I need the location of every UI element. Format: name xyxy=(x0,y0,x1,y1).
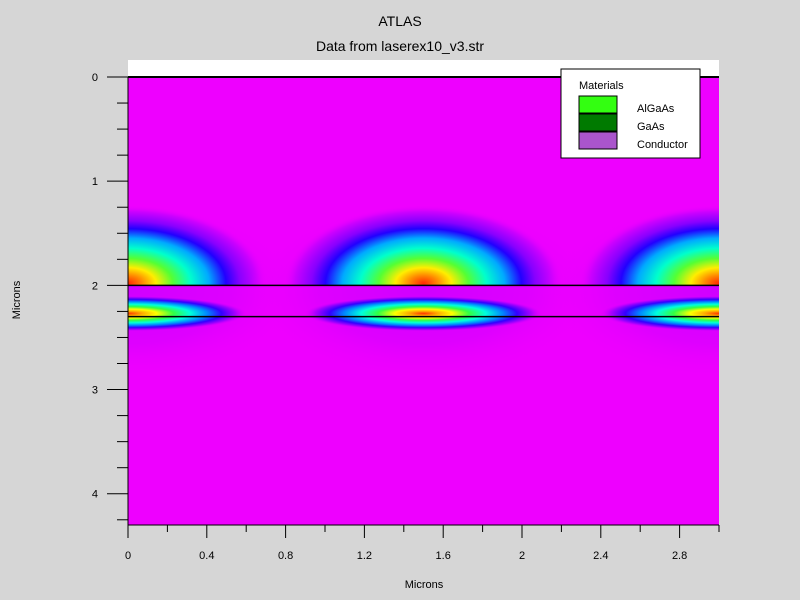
legend-title: Materials xyxy=(579,80,624,92)
x-tick-label: 2 xyxy=(519,550,525,562)
legend: Materials AlGaAs GaAs Conductor xyxy=(560,68,701,159)
x-tick-label: 2.4 xyxy=(593,550,608,562)
y-tick-label: 3 xyxy=(92,385,98,397)
x-tick-label: 0.8 xyxy=(278,550,293,562)
x-tick-label: 0.4 xyxy=(199,550,214,562)
y-axis: 0 1 2 3 4 xyxy=(92,72,129,525)
x-tick-label: 2.8 xyxy=(672,550,687,562)
mode-upper-lobe-1 xyxy=(283,205,564,286)
legend-swatch-conductor xyxy=(578,131,618,150)
chart-title: ATLAS xyxy=(378,13,421,29)
y-tick-label: 4 xyxy=(92,489,98,501)
y-tick-label: 1 xyxy=(92,176,98,188)
mode-lower-lobe-0 xyxy=(128,295,248,332)
legend-label-conductor: Conductor xyxy=(637,139,688,151)
legend-swatch-gaas xyxy=(578,113,618,132)
x-tick-label: 1.6 xyxy=(436,550,451,562)
mode-upper-lobe-2 xyxy=(579,205,719,286)
legend-swatch-algaas xyxy=(578,95,618,114)
x-axis: 0 0.4 0.8 1.2 1.6 2 2.4 2.8 xyxy=(125,524,720,562)
y-tick-label: 2 xyxy=(92,280,98,292)
chart-subtitle: Data from laserex10_v3.str xyxy=(316,38,484,54)
x-tick-label: 0 xyxy=(125,550,131,562)
mode-lower-lobe-2 xyxy=(599,295,719,332)
mode-lower-lobe-1 xyxy=(303,295,544,332)
y-tick-label: 0 xyxy=(92,72,98,84)
mode-upper-lobe-0 xyxy=(128,205,268,286)
y-axis-label: Microns xyxy=(11,280,23,319)
x-tick-label: 1.2 xyxy=(357,550,372,562)
legend-label-gaas: GaAs xyxy=(637,121,665,133)
legend-label-algaas: AlGaAs xyxy=(637,103,675,115)
x-axis-label: Microns xyxy=(405,579,444,591)
